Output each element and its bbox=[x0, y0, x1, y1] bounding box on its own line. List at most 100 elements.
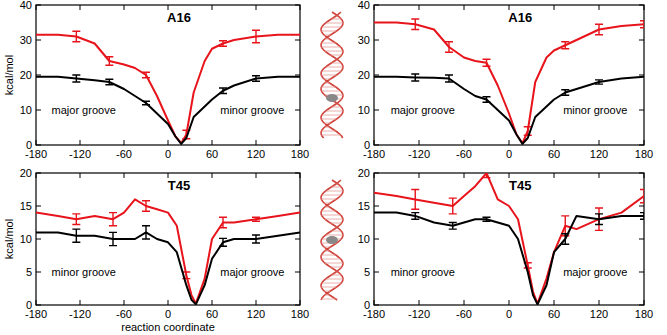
x-tick-label: -120 bbox=[69, 308, 91, 320]
y-tick-label: 30 bbox=[20, 34, 32, 46]
dna-rung bbox=[336, 103, 338, 104]
x-tick bbox=[509, 140, 510, 145]
dna-rung bbox=[326, 279, 343, 280]
x-tick bbox=[374, 300, 375, 305]
dna-rung bbox=[325, 251, 330, 252]
y-tick bbox=[36, 145, 41, 146]
x-tick-label: 60 bbox=[206, 148, 218, 160]
error-bar bbox=[561, 42, 569, 49]
y-tick bbox=[36, 40, 41, 41]
series-line bbox=[374, 77, 644, 144]
series-line bbox=[36, 199, 300, 303]
x-tick bbox=[168, 140, 169, 145]
y-axis-title: kcal/mol bbox=[3, 219, 15, 259]
dna-rung bbox=[324, 291, 330, 292]
dna-rung bbox=[331, 275, 341, 276]
y-tick-label: 10 bbox=[358, 104, 370, 116]
x-tick bbox=[212, 5, 213, 10]
y-tick bbox=[639, 272, 644, 273]
x-tick bbox=[36, 5, 37, 10]
error-bar bbox=[411, 190, 419, 210]
dna-rung bbox=[321, 47, 340, 48]
y-tick bbox=[36, 206, 41, 207]
dna-rung bbox=[321, 43, 335, 44]
y-tick bbox=[639, 239, 644, 240]
dna-rung bbox=[325, 51, 343, 52]
y-tick bbox=[639, 173, 644, 174]
error-bar bbox=[411, 74, 419, 81]
error-bar bbox=[142, 201, 150, 212]
series-line bbox=[36, 77, 300, 144]
x-tick bbox=[300, 173, 301, 178]
plot-frame bbox=[374, 5, 644, 145]
series-line bbox=[374, 23, 644, 144]
error-bar bbox=[219, 88, 227, 94]
x-tick bbox=[509, 300, 510, 305]
x-tick bbox=[124, 140, 125, 145]
dna-rung bbox=[331, 187, 341, 188]
x-tick bbox=[300, 300, 301, 305]
x-tick bbox=[419, 173, 420, 178]
x-tick-label: 60 bbox=[548, 148, 560, 160]
plot-frame bbox=[36, 5, 300, 145]
dna-strand bbox=[321, 180, 343, 300]
x-tick bbox=[256, 5, 257, 10]
y-tick-label: 10 bbox=[358, 233, 370, 245]
series-line bbox=[36, 232, 300, 304]
x-tick-label: -120 bbox=[69, 148, 91, 160]
x-tick bbox=[464, 173, 465, 178]
error-bar bbox=[72, 75, 80, 82]
dna-base-marker bbox=[326, 236, 338, 244]
x-tick bbox=[256, 140, 257, 145]
error-bar bbox=[252, 76, 260, 82]
dna-rung bbox=[336, 59, 338, 60]
dna-rung bbox=[321, 259, 340, 260]
dna-icon bbox=[321, 12, 343, 138]
dna-base-marker bbox=[326, 94, 338, 102]
y-axis-title: kcal/mol bbox=[3, 55, 15, 95]
x-tick bbox=[124, 5, 125, 10]
x-tick-label: 120 bbox=[247, 308, 265, 320]
annotation: major groove bbox=[52, 104, 116, 116]
panel-title: T45 bbox=[168, 178, 190, 193]
error-bar bbox=[483, 173, 491, 178]
dna-strand bbox=[321, 180, 343, 300]
y-tick-label: 15 bbox=[20, 200, 32, 212]
y-tick bbox=[639, 145, 644, 146]
x-tick bbox=[36, 173, 37, 178]
x-tick bbox=[554, 140, 555, 145]
panel: -180-120-60060120180010203040A16major gr… bbox=[3, 0, 309, 160]
x-tick bbox=[554, 173, 555, 178]
y-tick-label: 40 bbox=[20, 0, 32, 11]
y-tick bbox=[374, 110, 379, 111]
dna-rung bbox=[331, 19, 341, 20]
series-line bbox=[36, 35, 300, 144]
error-bar bbox=[142, 72, 150, 78]
x-tick-label: 60 bbox=[206, 308, 218, 320]
x-tick bbox=[644, 140, 645, 145]
error-bar bbox=[219, 238, 227, 246]
x-tick bbox=[599, 173, 600, 178]
data-area bbox=[36, 199, 300, 304]
y-tick bbox=[374, 145, 379, 146]
y-tick bbox=[374, 272, 379, 273]
x-tick bbox=[80, 300, 81, 305]
error-bar bbox=[105, 57, 113, 65]
y-tick bbox=[295, 40, 300, 41]
x-tick bbox=[256, 173, 257, 178]
error-bar bbox=[595, 24, 603, 35]
x-tick-label: 0 bbox=[506, 308, 512, 320]
dna-rung bbox=[324, 79, 330, 80]
error-bar bbox=[142, 226, 150, 239]
x-tick bbox=[212, 140, 213, 145]
error-bar bbox=[640, 21, 644, 28]
y-tick bbox=[639, 75, 644, 76]
dna-rung bbox=[322, 283, 342, 284]
dna-rung bbox=[321, 87, 335, 88]
y-tick-label: 0 bbox=[26, 139, 32, 151]
x-tick bbox=[374, 5, 375, 10]
x-tick bbox=[374, 173, 375, 178]
dna-strand bbox=[321, 12, 343, 138]
annotation: minor groove bbox=[391, 266, 455, 278]
dna-rung bbox=[325, 83, 330, 84]
